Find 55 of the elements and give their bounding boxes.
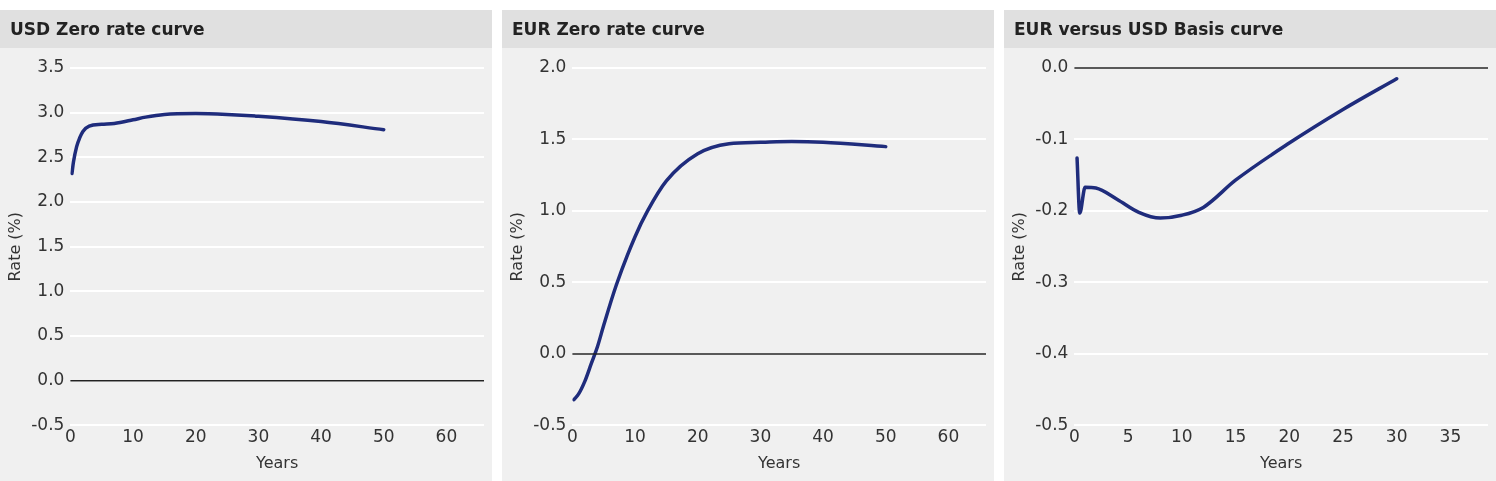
y-tick-label: 0.5: [539, 270, 567, 291]
x-tick-label: 40: [310, 426, 332, 447]
y-tick-label: -0.2: [1035, 199, 1069, 220]
y-tick-label: 3.5: [37, 56, 65, 77]
x-tick-label: 20: [184, 426, 207, 447]
y-tick-label: -0.4: [1035, 342, 1069, 363]
x-tick-label: 20: [686, 426, 709, 447]
y-tick-label: 2.5: [37, 145, 65, 166]
y-tick-label: -0.5: [31, 413, 65, 434]
x-tick-label: 15: [1224, 426, 1247, 447]
line-series: [1075, 76, 1399, 220]
y-tick-label: 2.0: [37, 190, 65, 211]
y-tick-label: 0.0: [1041, 56, 1069, 77]
x-tick-label: 50: [874, 426, 897, 447]
y-tick-label: 2.0: [539, 56, 567, 77]
line-series: [572, 139, 888, 402]
y-tick-label: -0.3: [1035, 270, 1069, 291]
y-tick-label: 3.0: [37, 101, 65, 122]
x-tick-label: 35: [1439, 426, 1462, 447]
y-tick-label: 0.0: [539, 342, 567, 363]
x-tick-label: 30: [1385, 426, 1408, 447]
chart-title: EUR versus USD Basis curve: [1004, 0, 1496, 48]
y-tick-label: -0.5: [1035, 413, 1069, 434]
x-tick-label: 10: [1170, 426, 1193, 447]
x-tick-label: 10: [122, 426, 144, 447]
x-tick-label: 60: [937, 426, 960, 447]
y-tick-label: -0.5: [533, 413, 567, 434]
x-tick-label: 0: [1068, 426, 1080, 447]
x-tick-label: 20: [1278, 426, 1301, 447]
x-axis-title: Years: [1259, 452, 1303, 472]
y-tick-label: 0.5: [37, 324, 65, 345]
x-tick-label: 30: [247, 426, 270, 447]
x-tick-label: 60: [435, 426, 458, 447]
x-tick-label: 50: [372, 426, 395, 447]
x-axis-title: Years: [255, 452, 299, 472]
y-tick-label: -0.1: [1035, 127, 1069, 148]
y-tick-label: 1.5: [37, 235, 65, 256]
x-tick-label: 5: [1122, 426, 1134, 447]
y-tick-label: 1.5: [539, 127, 567, 148]
x-axis-title: Years: [757, 452, 801, 472]
x-tick-label: 0: [566, 426, 578, 447]
x-tick-label: 25: [1332, 426, 1354, 447]
y-tick-label: 1.0: [37, 279, 65, 300]
y-tick-label: 0.0: [37, 369, 65, 390]
x-tick-label: 30: [749, 426, 772, 447]
chart-title: EUR Zero rate curve: [502, 0, 994, 48]
y-axis-title: Rate (%): [506, 211, 526, 282]
line-series: [70, 111, 386, 176]
chart-title: USD Zero rate curve: [0, 0, 492, 48]
y-axis-title: Rate (%): [4, 211, 24, 282]
x-tick-label: 40: [812, 426, 834, 447]
x-tick-label: 0: [64, 426, 76, 447]
y-tick-label: 1.0: [539, 199, 567, 220]
y-axis-title: Rate (%): [1008, 211, 1028, 282]
x-tick-label: 10: [624, 426, 646, 447]
